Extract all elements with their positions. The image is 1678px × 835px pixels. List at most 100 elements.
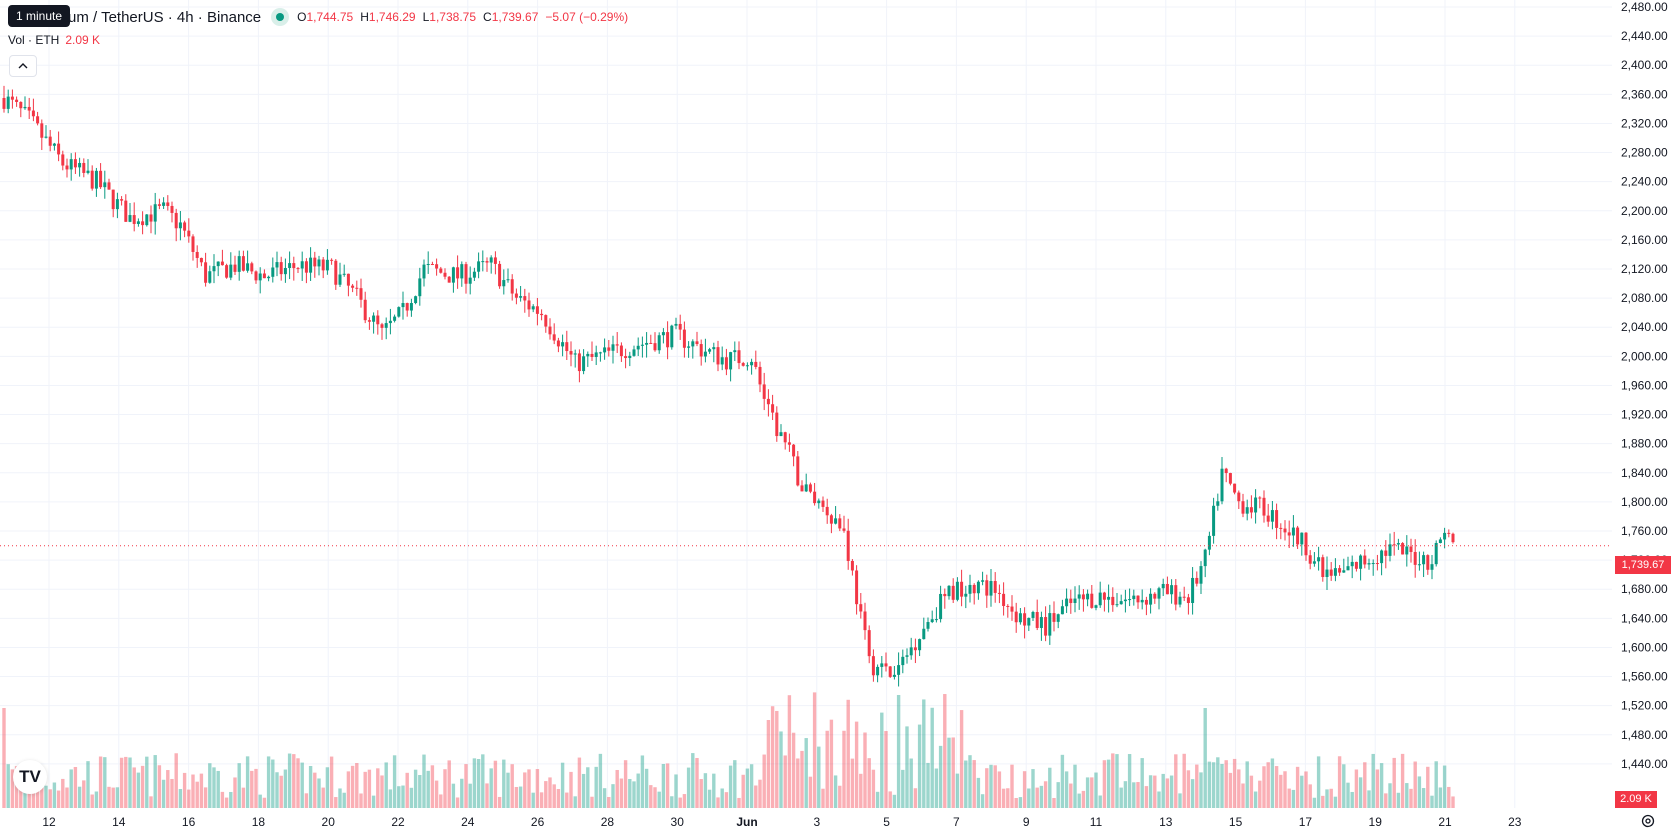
candle-body [817,500,821,504]
candle-body [73,159,77,168]
candle-body [1073,598,1077,604]
candle-body [1199,566,1203,584]
symbol-title[interactable]: um / TetherUS · 4h · Binance [68,8,262,26]
volume-bar [1027,788,1031,808]
volume-bar [1375,769,1380,808]
candle-body [321,259,325,271]
volume-bar [833,775,838,808]
volume-bar [1358,777,1363,808]
candle-body [796,456,800,486]
volume-legend[interactable]: Vol · ETH 2.09 K [8,33,100,47]
volume-bar [846,699,850,808]
volume-bar [434,780,439,808]
candle-body [1094,605,1098,608]
x-tick-label: 12 [42,815,56,829]
volume-bar [371,795,376,808]
candle-body [52,143,56,146]
volume-bar [770,706,775,808]
candle-body [976,581,980,594]
volume-bar [86,761,90,808]
volume-bar [632,781,636,808]
volume-bar [686,767,691,808]
gear-icon[interactable] [1640,813,1656,829]
volume-bar [229,791,233,808]
candle-body [90,170,94,189]
volume-bar [922,699,926,808]
candle-body [456,267,460,279]
volume-bar [350,765,355,808]
volume-bar [1316,756,1321,808]
candle-body [1245,507,1249,514]
volume-bar [1350,791,1354,808]
candle-body [1178,596,1182,605]
y-tick-label: 2,280.00 [1621,146,1668,160]
candle-body [540,313,544,316]
time-axis[interactable]: 12 14 16 18 20 22 24 26 28 30 Jun 3 5 7 9 11 13 15 17 19 21 2… [42,815,1521,829]
candle-body [636,345,640,350]
candle-body [162,202,166,206]
volume-bar [145,756,149,808]
volume-bar [569,771,573,808]
volume-bar [94,791,99,808]
volume-bar [1291,789,1296,808]
candle-body [1350,561,1354,567]
candle-body [94,170,98,189]
x-tick-label: 30 [671,815,685,829]
candle-body [212,266,216,272]
volume-bar [166,770,170,808]
volume-bar [460,778,464,808]
volume-bar [972,760,976,808]
volume-bar [1035,787,1039,808]
high-label: H [360,10,369,24]
candle-body [1065,598,1069,607]
y-tick-label: 2,240.00 [1621,175,1668,189]
volume-bar [518,786,523,808]
candle-body [619,345,623,357]
x-tick-label: 24 [461,815,475,829]
volume-bar [1283,771,1287,808]
candle-body [1044,617,1048,636]
volume-bar [598,753,603,808]
volume-bar [1157,791,1161,808]
candle-body [1308,555,1312,564]
grid-lines [0,0,1612,808]
candle-body [993,581,997,593]
volume-bar [413,769,418,808]
volume-bar [615,769,619,808]
candle-body [955,581,959,600]
volume-bar [1253,791,1258,808]
volume-bar [313,772,317,808]
volume-bar [233,777,237,808]
price-axis[interactable]: 2,480.00 2,440.00 2,400.00 2,360.00 2,320.00… [1612,0,1678,835]
candle-body [296,268,300,270]
candle-body [577,353,581,372]
candle-body [107,182,111,190]
volume-bar [1379,763,1384,808]
volume-bar [82,780,86,808]
candle-body [624,356,628,359]
volume-bar [577,757,582,808]
candle-body [762,384,766,399]
volume-bar [1119,787,1123,808]
candle-body [78,162,82,168]
volume-bar [1165,778,1170,808]
volume-bar [1392,757,1396,808]
candle-body [498,263,502,287]
candle-body [246,263,250,271]
candle-body [145,214,149,226]
candle-body [1380,550,1384,564]
x-tick-label: 21 [1438,815,1452,829]
y-tick-label: 1,680.00 [1621,582,1668,596]
volume-bar [1405,783,1409,808]
collapse-legend-button[interactable] [9,55,37,77]
volume-bar [1228,772,1233,808]
candle-body [1115,604,1119,606]
tradingview-logo[interactable]: TV [13,760,47,794]
candle-body [1052,613,1056,622]
volume-bar [1094,772,1098,808]
market-status-icon[interactable] [271,8,290,26]
candle-body [1048,613,1052,636]
candle-body [590,353,594,357]
candle-body [876,666,880,676]
